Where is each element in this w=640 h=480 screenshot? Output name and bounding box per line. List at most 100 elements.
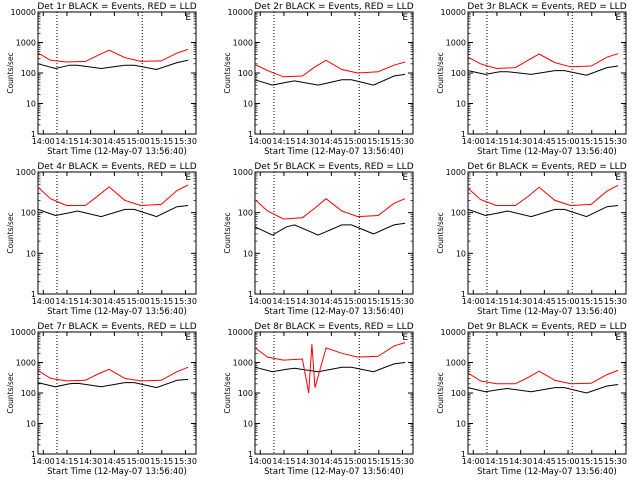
- x-tick-label: 15:00: [127, 457, 150, 466]
- y-tick-label: 10000: [11, 8, 36, 17]
- x-tick-label: 14:00: [249, 137, 272, 146]
- y-tick-label: 1000: [446, 359, 466, 368]
- y-tick-label: 10: [456, 420, 466, 429]
- x-tick-label: 15:00: [344, 137, 367, 146]
- x-tick-label: 14:30: [296, 137, 319, 146]
- y-tick-label: 10: [26, 249, 36, 258]
- x-tick-label: 14:30: [509, 137, 532, 146]
- marker-label: E: [615, 13, 621, 23]
- y-tick-label: 10: [243, 249, 253, 258]
- x-tick-label: 15:30: [391, 297, 414, 306]
- x-tick-label: 15:00: [557, 137, 580, 146]
- x-tick-label: 14:30: [296, 457, 319, 466]
- x-tick-label: 14:30: [509, 457, 532, 466]
- series-line-events: [467, 384, 619, 394]
- x-tick-label: 15:30: [174, 297, 197, 306]
- x-tick-label: 14:15: [485, 137, 508, 146]
- y-axis-label: Counts/sec: [436, 212, 445, 253]
- y-tick-label: 1: [461, 130, 466, 139]
- plot-frame: [37, 171, 197, 295]
- series-line-lld: [467, 184, 619, 207]
- x-tick-label: 14:15: [272, 297, 295, 306]
- x-tick-label: 15:15: [580, 457, 603, 466]
- x-tick-label: 14:30: [79, 297, 102, 306]
- plot-frame: [254, 171, 414, 295]
- y-tick-label: 1: [31, 450, 36, 459]
- x-tick-label: 14:45: [533, 457, 556, 466]
- y-tick-label: 1: [248, 130, 253, 139]
- plot-frame: [467, 331, 627, 455]
- x-tick-label: 15:30: [604, 457, 627, 466]
- x-tick-label: 14:00: [32, 297, 55, 306]
- marker-label: E: [402, 333, 408, 343]
- x-axis-label: Start Time (12-May-07 13:56:40): [264, 147, 404, 157]
- y-tick-label: 100: [21, 389, 36, 398]
- x-axis-label: Start Time (12-May-07 13:56:40): [264, 467, 404, 477]
- y-tick-label: 1: [31, 290, 36, 299]
- marker-label: E: [185, 333, 191, 343]
- series-line-events: [254, 362, 406, 373]
- y-tick-label: 1000: [233, 39, 253, 48]
- x-tick-label: 14:00: [462, 137, 485, 146]
- series-line-lld: [37, 366, 189, 382]
- marker-label: E: [185, 13, 191, 23]
- x-tick-label: 14:30: [509, 297, 532, 306]
- y-axis-label: Counts/sec: [6, 52, 15, 93]
- plot-frame: [254, 11, 414, 135]
- x-axis-label: Start Time (12-May-07 13:56:40): [477, 147, 617, 157]
- series-line-lld: [254, 198, 406, 220]
- series-line-events: [467, 205, 619, 218]
- x-tick-label: 15:15: [367, 137, 390, 146]
- x-axis-label: Start Time (12-May-07 13:56:40): [477, 307, 617, 317]
- x-tick-label: 14:45: [103, 137, 126, 146]
- y-tick-label: 10: [243, 420, 253, 429]
- y-tick-label: 1000: [16, 39, 36, 48]
- chart-title: Det 9r BLACK = Events, RED = LLD: [467, 322, 626, 332]
- x-tick-label: 14:45: [533, 137, 556, 146]
- series-line-events: [254, 222, 406, 236]
- y-tick-label: 100: [238, 69, 253, 78]
- y-tick-label: 100: [451, 69, 466, 78]
- y-tick-label: 1000: [446, 168, 466, 177]
- x-tick-label: 15:00: [344, 297, 367, 306]
- x-tick-label: 15:15: [367, 457, 390, 466]
- x-tick-label: 15:00: [127, 297, 150, 306]
- y-axis-label: Counts/sec: [6, 372, 15, 413]
- x-tick-label: 15:00: [557, 457, 580, 466]
- y-tick-label: 1000: [233, 359, 253, 368]
- x-tick-label: 14:15: [272, 137, 295, 146]
- y-tick-label: 1000: [233, 168, 253, 177]
- x-tick-label: 15:15: [150, 457, 173, 466]
- y-tick-label: 10: [26, 100, 36, 109]
- series-line-events: [37, 378, 189, 389]
- y-tick-label: 1: [248, 450, 253, 459]
- chart-title: Det 5r BLACK = Events, RED = LLD: [254, 162, 413, 172]
- plot-frame: [467, 171, 627, 295]
- x-tick-label: 15:00: [127, 137, 150, 146]
- x-tick-label: 15:30: [174, 457, 197, 466]
- y-tick-label: 100: [238, 389, 253, 398]
- series-line-lld: [37, 48, 189, 63]
- y-axis-label: Counts/sec: [436, 52, 445, 93]
- chart-title: Det 2r BLACK = Events, RED = LLD: [254, 2, 413, 12]
- x-tick-label: 15:15: [150, 297, 173, 306]
- x-tick-label: 14:00: [32, 137, 55, 146]
- plot-frame: [37, 331, 197, 455]
- x-tick-label: 14:00: [462, 297, 485, 306]
- y-tick-label: 10: [456, 100, 466, 109]
- series-line-lld: [254, 59, 406, 78]
- x-tick-label: 15:15: [580, 137, 603, 146]
- y-tick-label: 1000: [16, 168, 36, 177]
- marker-label: E: [402, 173, 408, 183]
- x-axis-label: Start Time (12-May-07 13:56:40): [47, 307, 187, 317]
- marker-label: E: [615, 333, 621, 343]
- x-tick-label: 15:15: [150, 137, 173, 146]
- x-tick-label: 14:00: [249, 457, 272, 466]
- x-tick-label: 15:30: [604, 137, 627, 146]
- y-tick-label: 1: [31, 130, 36, 139]
